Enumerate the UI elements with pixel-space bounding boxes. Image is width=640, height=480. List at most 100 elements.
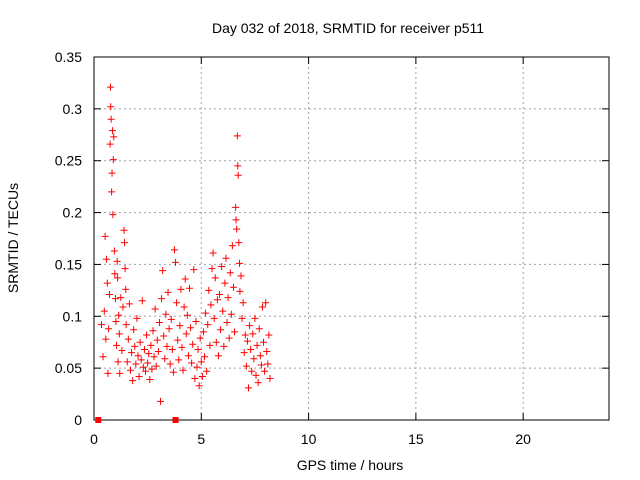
- data-point: [102, 255, 110, 263]
- data-point: [122, 285, 130, 293]
- data-point: [109, 211, 117, 219]
- data-point: [183, 311, 191, 319]
- data-point: [243, 337, 251, 345]
- data-point: [105, 325, 113, 333]
- data-point: [108, 169, 116, 177]
- data-point: [111, 270, 119, 278]
- data-point: [258, 303, 266, 311]
- data-point: [147, 341, 155, 349]
- data-point: [193, 363, 201, 371]
- data-point: [222, 254, 230, 262]
- data-point: [252, 371, 260, 379]
- data-point: [115, 311, 123, 319]
- data-point: [112, 317, 120, 325]
- data-point: [239, 299, 247, 307]
- data-point: [260, 338, 268, 346]
- data-point: [184, 352, 192, 360]
- data-point: [136, 338, 144, 346]
- data-point: [110, 247, 118, 255]
- data-point: [114, 274, 122, 282]
- data-point: [187, 324, 195, 332]
- data-point: [195, 382, 203, 390]
- data-point: [232, 216, 240, 224]
- data-point: [139, 363, 147, 371]
- x-tick-label: 5: [197, 431, 205, 447]
- data-point: [137, 356, 145, 364]
- data-point: [266, 375, 274, 383]
- data-point: [198, 372, 206, 380]
- data-point: [211, 274, 219, 282]
- data-point: [158, 295, 166, 303]
- data-point: [104, 369, 112, 377]
- data-point: [108, 188, 116, 196]
- data-point: [107, 103, 115, 111]
- data-point: [250, 355, 258, 363]
- data-point: [115, 330, 123, 338]
- data-point: [201, 353, 209, 361]
- data-point: [126, 366, 134, 374]
- data-point: [204, 321, 212, 329]
- data-point: [221, 279, 229, 287]
- data-point: [179, 366, 187, 374]
- data-point: [234, 162, 242, 170]
- data-point: [123, 358, 131, 366]
- data-point: [118, 347, 126, 355]
- data-point: [102, 335, 110, 343]
- data-point: [214, 352, 222, 360]
- data-point: [249, 330, 257, 338]
- data-point: [169, 368, 177, 376]
- data-point: [216, 291, 224, 299]
- data-point: [121, 265, 129, 273]
- data-point: [170, 246, 178, 254]
- data-point: [120, 239, 128, 247]
- data-point: [256, 352, 264, 360]
- data-point: [212, 338, 220, 346]
- data-point: [113, 257, 121, 265]
- data-point: [166, 360, 174, 368]
- data-point: [124, 335, 132, 343]
- data-point: [210, 314, 218, 322]
- axis-ticks: [93, 56, 609, 421]
- data-point: [128, 349, 136, 357]
- data-point: [160, 332, 168, 340]
- y-tick-label: 0.35: [55, 49, 82, 65]
- data-point: [190, 266, 198, 274]
- y-tick-label: 0.3: [63, 101, 83, 117]
- data-point: [242, 362, 250, 370]
- data-point: [265, 331, 273, 339]
- data-point: [138, 297, 146, 305]
- data-point: [164, 288, 172, 296]
- data-point: [177, 285, 185, 293]
- data-point: [257, 361, 265, 369]
- data-point: [197, 358, 205, 366]
- data-point: [225, 334, 233, 342]
- y-tick-label: 0.05: [55, 360, 82, 376]
- data-point: [248, 367, 256, 375]
- data-point: [207, 301, 215, 309]
- data-point: [152, 362, 160, 370]
- data-point: [133, 314, 141, 322]
- data-point: [192, 317, 200, 325]
- data-point: [153, 336, 161, 344]
- data-point: [143, 331, 151, 339]
- y-tick-label: 0.1: [63, 308, 83, 324]
- data-point: [172, 258, 180, 266]
- data-point: [108, 127, 116, 135]
- x-tick-label: 0: [90, 431, 98, 447]
- data-point: [199, 328, 207, 336]
- data-point: [235, 239, 243, 247]
- data-point: [159, 267, 167, 275]
- data-point: [227, 310, 235, 318]
- data-point: [191, 375, 199, 383]
- data-point: [105, 291, 113, 299]
- data-point: [116, 369, 124, 377]
- data-point: [162, 310, 170, 318]
- data-point: [245, 384, 252, 392]
- data-point: [99, 353, 107, 361]
- data-point: [262, 299, 270, 307]
- data-point: [217, 326, 225, 334]
- data-point: [189, 340, 197, 348]
- data-point: [174, 336, 182, 344]
- data-point: [176, 322, 184, 330]
- data-point: [206, 341, 214, 349]
